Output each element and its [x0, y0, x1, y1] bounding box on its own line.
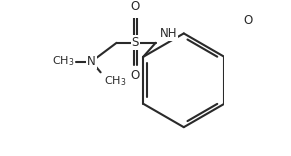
- Text: O: O: [131, 69, 140, 82]
- Text: S: S: [132, 36, 139, 49]
- Text: CH$_3$: CH$_3$: [104, 74, 126, 88]
- Text: O: O: [243, 14, 252, 27]
- Text: NH: NH: [159, 27, 177, 40]
- Text: O: O: [131, 0, 140, 13]
- Text: N: N: [87, 55, 96, 68]
- Text: CH$_3$: CH$_3$: [52, 55, 74, 68]
